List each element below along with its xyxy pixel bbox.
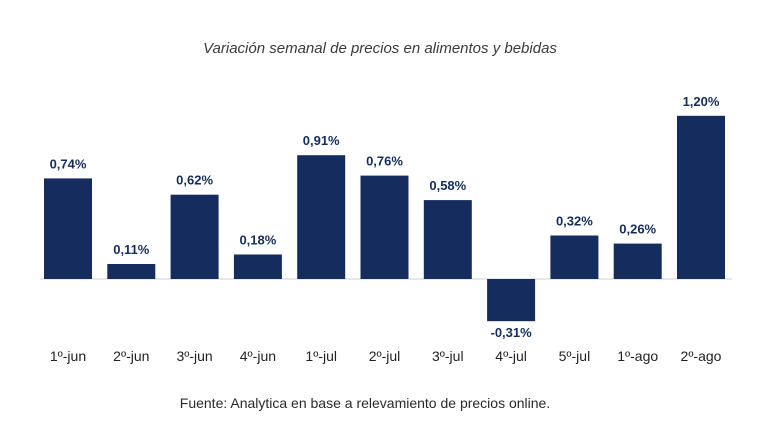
data-label: 0,91% (303, 133, 340, 148)
x-tick-label: 1º-jun (50, 348, 86, 364)
data-label: 0,62% (176, 173, 213, 188)
x-tick-label: 3º-jul (432, 348, 464, 364)
data-label: 0,58% (429, 178, 466, 193)
bar (677, 115, 725, 279)
bar (423, 200, 472, 279)
data-label: -0,31% (490, 325, 532, 340)
chart-source: Fuente: Analytica en base a relevamiento… (179, 395, 551, 411)
x-tick-label: 1º-ago (617, 348, 658, 364)
bar (297, 155, 346, 279)
data-label: 0,11% (113, 242, 150, 257)
x-tick-label: 3º-jun (176, 348, 212, 364)
x-tick-label: 2º-ago (681, 348, 722, 364)
bar (360, 175, 409, 279)
data-label: 0,26% (619, 222, 656, 237)
data-label: 0,18% (239, 233, 276, 248)
bar (107, 264, 156, 279)
bar (44, 178, 92, 279)
data-label: 1,20% (683, 94, 720, 109)
x-tick-label: 4º-jul (495, 348, 527, 364)
x-tick-label: 2º-jul (369, 348, 401, 364)
x-tick-label: 2º-jun (113, 348, 149, 364)
x-tick-label: 1º-jul (305, 348, 337, 364)
bar (613, 243, 662, 279)
bar (550, 235, 599, 279)
data-label: 0,76% (366, 154, 403, 169)
bar (233, 254, 282, 279)
x-tick-label: 5º-jul (559, 348, 591, 364)
bar (487, 279, 536, 322)
chart-title: Variación semanal de precios en alimento… (203, 40, 557, 57)
x-tick-label: 4º-jun (240, 348, 276, 364)
data-label: 0,74% (50, 156, 87, 171)
bar (170, 194, 219, 279)
data-label: 0,32% (556, 214, 593, 229)
